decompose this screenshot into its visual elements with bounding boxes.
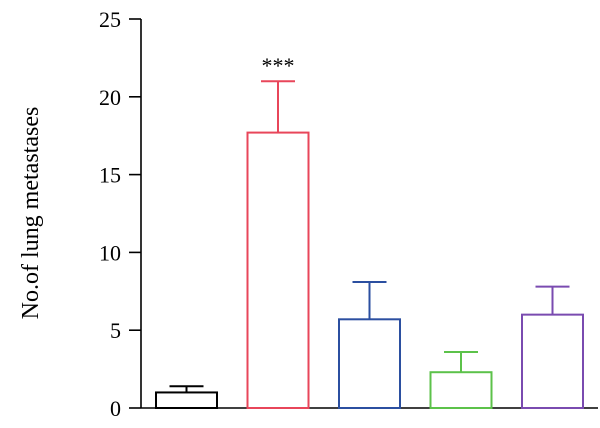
y-tick-label: 0 [110, 396, 121, 421]
bar [521, 313, 584, 410]
annotations: *** [262, 53, 295, 78]
y-tick-label: 5 [110, 318, 121, 343]
bar [246, 131, 310, 409]
y-tick-label: 10 [99, 240, 121, 265]
bar [155, 391, 218, 410]
significance-annotation: *** [262, 53, 295, 78]
bar [338, 318, 401, 410]
y-tick-label: 20 [99, 85, 121, 110]
axes [140, 19, 598, 409]
error-bars [169, 80, 570, 393]
y-tick-label: 15 [99, 163, 121, 188]
y-tick-label: 25 [99, 7, 121, 32]
bar [429, 371, 493, 410]
bars [155, 131, 584, 410]
y-axis-label: No.of lung metastases [18, 107, 44, 320]
y-ticks: 0 5 10 15 20 25 [99, 7, 141, 421]
